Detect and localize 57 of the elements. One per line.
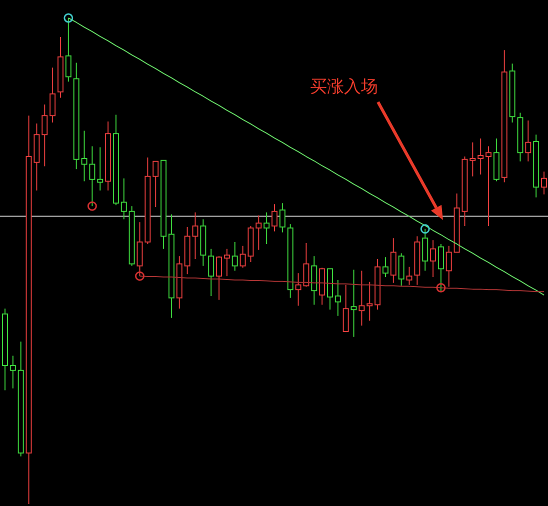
- candlestick: [232, 242, 238, 272]
- candlestick: [18, 341, 24, 457]
- candlestick: [486, 146, 492, 227]
- candlestick: [200, 218, 206, 266]
- candlestick: [493, 138, 500, 182]
- candlestick: [287, 224, 294, 298]
- candlestick: [272, 204, 278, 232]
- candlestick: [438, 243, 444, 293]
- candlestick: [517, 112, 524, 162]
- annotation: 买涨入场: [310, 77, 378, 97]
- candlestick: [97, 146, 104, 192]
- candlestick: [176, 256, 182, 310]
- candlestick: [311, 256, 318, 306]
- candlestick: [406, 266, 412, 286]
- candlestick: [390, 238, 396, 284]
- candlestick: [478, 138, 484, 175]
- candlestick: [224, 248, 230, 277]
- candlestick: [105, 121, 112, 192]
- candlestick: [128, 206, 135, 266]
- candlestick: [256, 214, 262, 250]
- candlestick: [264, 212, 270, 244]
- candlestick: [398, 252, 404, 286]
- candlestick: [414, 236, 420, 286]
- candlestick: [509, 63, 516, 123]
- candlestick: [112, 114, 119, 206]
- candlestick: [501, 50, 508, 183]
- candlestick: [168, 214, 174, 318]
- candlestick: [10, 355, 16, 389]
- candlestick: [160, 160, 167, 250]
- point: [64, 13, 74, 23]
- candlestick: [57, 36, 64, 98]
- candlestick: [216, 256, 222, 300]
- candlestick: [430, 240, 436, 278]
- point: [420, 224, 430, 234]
- point: [87, 201, 97, 211]
- candlestick: [279, 202, 286, 233]
- point: [135, 271, 144, 281]
- candlestick: [73, 62, 80, 170]
- candlestick: [42, 104, 48, 167]
- candlestick: [366, 281, 373, 322]
- candlestick: [533, 134, 540, 198]
- candlestick: [446, 245, 452, 288]
- candlestick: [334, 279, 341, 316]
- candlestick: [525, 120, 532, 162]
- candlestick: [50, 67, 56, 123]
- candlestick: [208, 248, 214, 296]
- candlestick: [120, 178, 127, 220]
- candlestick: [470, 142, 476, 177]
- candlestick: [319, 267, 326, 306]
- candlestick: [374, 258, 381, 310]
- point: [436, 282, 446, 292]
- candlestick: [382, 256, 388, 278]
- candlestick: [342, 284, 349, 332]
- candlestick: [541, 171, 547, 195]
- candlestick: [152, 160, 159, 208]
- candlestick: [2, 308, 8, 391]
- candlestick: [326, 268, 333, 310]
